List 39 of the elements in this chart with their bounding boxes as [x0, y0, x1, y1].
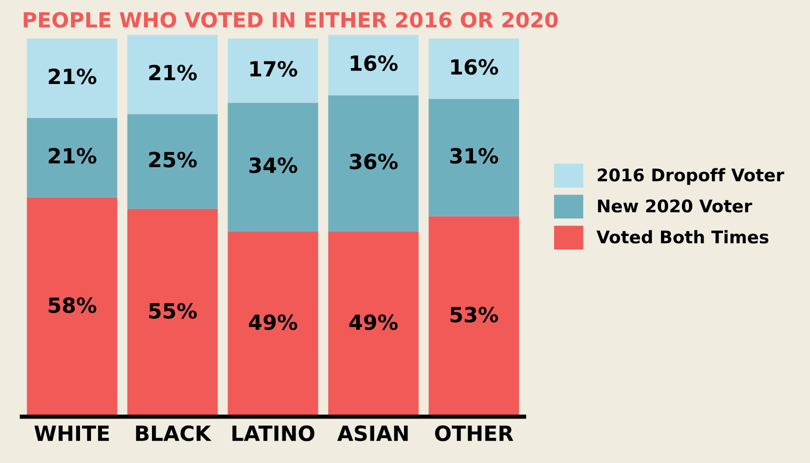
- x-tick-label: ASIAN: [337, 425, 408, 442]
- data-label: 58%: [48, 297, 96, 314]
- bar: [328, 34, 419, 96]
- bar: [26, 38, 118, 118]
- data-label: 49%: [349, 314, 398, 330]
- data-label: 17%: [250, 60, 298, 77]
- bar: [127, 208, 218, 417]
- bar: [26, 118, 118, 198]
- data-label: 16%: [350, 55, 398, 72]
- legend-label: 2016 Dropoff Voter: [598, 168, 784, 185]
- data-label: 21%: [48, 68, 96, 84]
- bar: [328, 95, 419, 232]
- bar: [228, 231, 318, 417]
- legend-label: Voted Both Times: [596, 230, 768, 244]
- data-label: 53%: [450, 306, 498, 323]
- data-label: 21%: [149, 64, 197, 80]
- bar: [127, 34, 218, 114]
- bar: [26, 197, 118, 417]
- bar: [428, 99, 520, 216]
- data-label: 25%: [149, 152, 197, 168]
- bar: [228, 38, 318, 103]
- data-label: 55%: [149, 302, 197, 319]
- data-label: 16%: [451, 59, 498, 75]
- bar: [428, 38, 520, 100]
- bar: [428, 216, 520, 417]
- bar: [328, 231, 419, 417]
- data-label: 34%: [249, 157, 298, 174]
- bar: [127, 114, 218, 209]
- legend-label: New 2020 Voter: [598, 199, 752, 213]
- data-label: 36%: [350, 154, 398, 170]
- x-tick-label: LATINO: [232, 425, 314, 442]
- x-tick-label: WHITE: [34, 426, 109, 441]
- data-label: 21%: [48, 148, 96, 164]
- bar: [228, 102, 318, 232]
- data-label: 31%: [450, 148, 498, 164]
- x-tick-label: BLACK: [136, 425, 212, 442]
- x-tick-label: OTHER: [435, 425, 514, 442]
- data-label: 49%: [248, 314, 298, 330]
- chart-title: PEOPLE WHO VOTED IN EITHER 2016 OR 2020: [24, 12, 558, 28]
